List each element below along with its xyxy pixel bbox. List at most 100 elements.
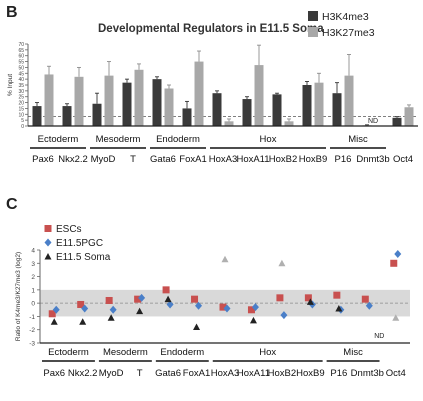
- point-e11-5pgc-foxa1: [195, 301, 203, 310]
- y-tick-label: 10: [18, 112, 24, 118]
- point-escs-p16: [333, 291, 341, 299]
- bar-h3k4me3-oct4: [392, 117, 402, 126]
- x-tick-label-dnmt3b: Dnmt3b: [356, 154, 389, 165]
- bar-h3k27me3-hoxb2: [284, 121, 294, 126]
- bar-h3k27me3-gata6: [164, 88, 174, 126]
- point-e11-5-soma-myod: [107, 314, 115, 321]
- point-e11-5-soma-foxa1: [193, 323, 201, 331]
- point-e11-5pgc-dnmt3b: [365, 301, 373, 310]
- bar-h3k27me3-oct4: [404, 107, 414, 126]
- y-tick-label: 0: [21, 124, 24, 130]
- x-tick-label-hoxb9: HoxB9: [296, 368, 325, 379]
- y-tick-label: 3: [31, 261, 35, 268]
- point-escs-hoxa11: [247, 306, 255, 314]
- group-label-mesoderm: Mesoderm: [103, 347, 148, 358]
- point-e11-5-soma-hoxa3: [221, 255, 229, 263]
- point-escs-nkx2-2: [77, 300, 85, 308]
- point-e11-5pgc-oct4: [394, 249, 402, 258]
- y-tick-label: 30: [18, 89, 24, 95]
- group-label-endoderm: Endoderm: [156, 134, 200, 145]
- point-escs-gata6: [162, 286, 170, 294]
- x-tick-label-oct4: Oct4: [393, 154, 413, 165]
- group-label-ectoderm: Ectoderm: [38, 134, 79, 145]
- point-e11-5pgc-gata6: [166, 300, 174, 309]
- point-e11-5-soma-t: [136, 307, 144, 315]
- x-tick-label-oct4: Oct4: [386, 368, 406, 379]
- legend-label-e11-5pgc: E11.5PGC: [56, 238, 103, 249]
- point-e11-5-soma-oct4: [392, 314, 400, 321]
- point-escs-t: [134, 295, 142, 303]
- y-tick-label: 1: [31, 287, 35, 294]
- y-tick-label: 50: [18, 65, 24, 71]
- bar-h3k4me3-hoxa3: [212, 93, 222, 126]
- x-tick-label-myod: MyoD: [99, 368, 124, 379]
- x-tick-label-hoxb9: HoxB9: [299, 154, 328, 165]
- group-label-ectoderm: Ectoderm: [48, 347, 89, 358]
- x-tick-label-hoxa11: HoxA11: [236, 154, 269, 165]
- point-e11-5pgc-t: [138, 293, 146, 302]
- y-tick-label: 60: [18, 54, 24, 60]
- bar-h3k27me3-hoxa3: [224, 121, 234, 126]
- bar-h3k4me3-hoxb9: [302, 85, 312, 126]
- x-tick-label-dnmt3b: Dnmt3b: [351, 368, 384, 379]
- x-tick-label-hoxb2: HoxB2: [268, 368, 297, 379]
- y-tick-label: 35: [18, 83, 24, 89]
- y-tick-label: 15: [18, 106, 24, 112]
- y-tick-label: 5: [21, 118, 24, 124]
- group-label-hox: Hox: [259, 347, 276, 358]
- x-tick-label-foxa1: FoxA1: [179, 154, 206, 165]
- nd-annotation-dnmt3b: ND: [374, 333, 384, 340]
- group-label-misc: Misc: [343, 347, 363, 358]
- bar-h3k27me3-myod: [104, 75, 114, 126]
- point-e11-5pgc-hoxb2: [280, 311, 288, 320]
- y-tick-label: 20: [18, 101, 24, 107]
- y-tick-label: 40: [18, 77, 24, 83]
- x-tick-label-hoxa3: HoxA3: [209, 154, 238, 165]
- y-tick-label: 70: [18, 42, 24, 48]
- bar-h3k4me3-hoxa11: [242, 99, 252, 126]
- point-e11-5pgc-nkx2-2: [81, 304, 89, 313]
- legend-marker-e11-5pgc: [44, 238, 52, 247]
- bar-h3k4me3-myod: [92, 103, 102, 126]
- point-e11-5-soma-hoxa11: [249, 316, 257, 324]
- point-escs-pax6: [48, 310, 56, 318]
- bar-h3k4me3-p16: [332, 93, 342, 126]
- bar-h3k27me3-hoxb9: [314, 82, 324, 126]
- point-e11-5-soma-pax6: [50, 318, 58, 325]
- y-tick-label: 45: [18, 71, 24, 77]
- x-tick-label-p16: P16: [330, 368, 347, 379]
- y-tick-label: -2: [29, 327, 35, 334]
- group-label-hox: Hox: [260, 134, 277, 145]
- point-escs-dnmt3b: [361, 295, 369, 303]
- x-tick-label-pax6: Pax6: [43, 368, 65, 379]
- bar-chart-developmental-regulators: Developmental Regulators in E11.5 SomaH3…: [7, 11, 418, 165]
- x-tick-label-myod: MyoD: [91, 154, 116, 165]
- point-e11-5-soma-hoxb9: [306, 298, 314, 305]
- legend-marker-escs: [44, 225, 52, 232]
- y-tick-label: -3: [29, 341, 35, 348]
- y-axis-label: Ratio of K4me3/K27me3 (log2): [15, 252, 22, 341]
- point-escs-oct4: [390, 259, 398, 267]
- x-tick-label-gata6: Gata6: [150, 154, 176, 165]
- x-tick-label-gata6: Gata6: [155, 368, 181, 379]
- legend-label-escs: ESCs: [56, 224, 82, 235]
- panel-label-b: B: [6, 4, 18, 21]
- x-tick-label-hoxb2: HoxB2: [269, 154, 298, 165]
- point-escs-foxa1: [191, 295, 199, 303]
- bar-h3k4me3-nkx2-2: [62, 106, 72, 126]
- point-e11-5-soma-nkx2-2: [79, 318, 87, 325]
- bar-h3k27me3-pax6: [44, 74, 54, 126]
- group-label-mesoderm: Mesoderm: [96, 134, 141, 145]
- x-tick-label-hoxa11: HoxA11: [237, 368, 270, 379]
- bar-h3k4me3-foxa1: [182, 108, 192, 126]
- legend-label-h3k4me3: H3K4me3: [322, 11, 369, 23]
- x-tick-label-pax6: Pax6: [32, 154, 54, 165]
- bar-h3k27me3-nkx2-2: [74, 76, 84, 126]
- point-e11-5pgc-hoxa3: [223, 304, 231, 313]
- point-e11-5pgc-myod: [109, 305, 117, 314]
- legend-marker-e11-5-soma: [44, 253, 52, 260]
- point-escs-hoxb9: [304, 294, 312, 302]
- bar-h3k27me3-p16: [344, 75, 354, 126]
- x-tick-label-t: T: [130, 154, 136, 165]
- legend-label-e11-5-soma: E11.5 Soma: [56, 252, 111, 263]
